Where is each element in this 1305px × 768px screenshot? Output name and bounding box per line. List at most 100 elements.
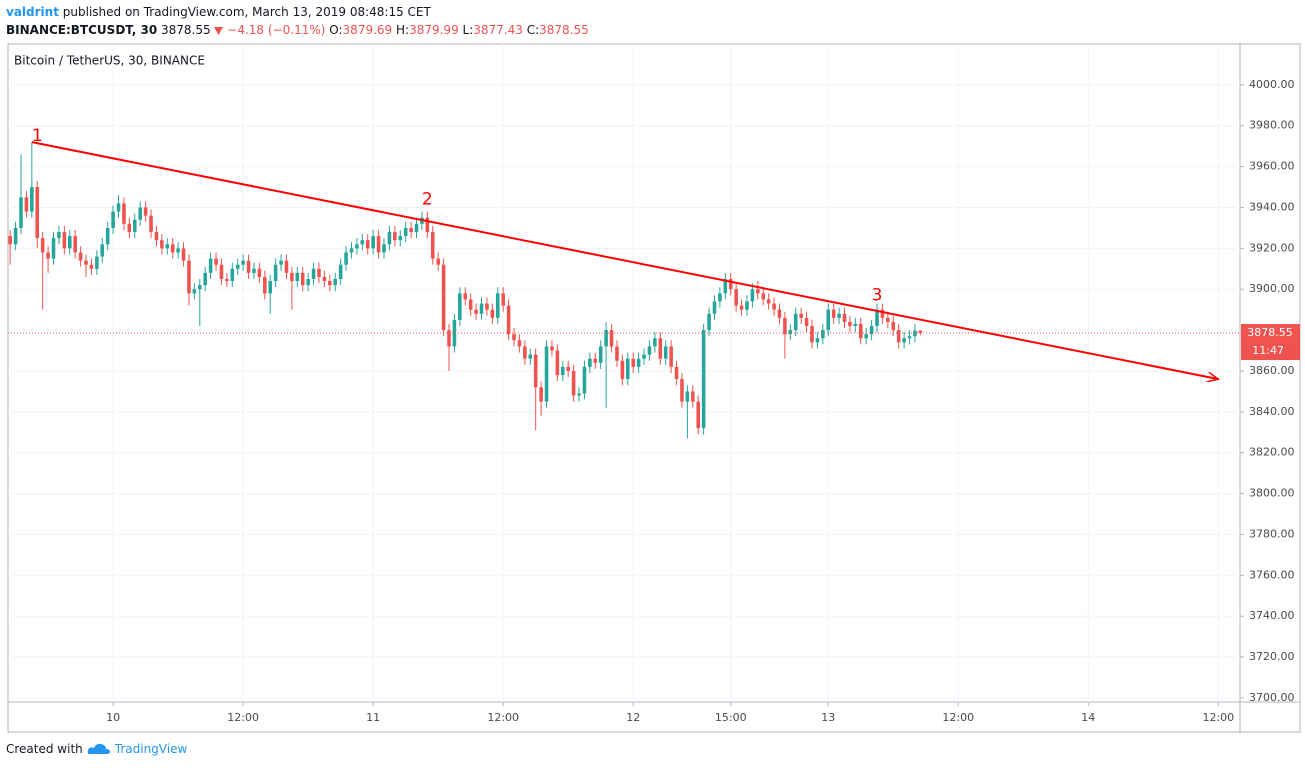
candle-body [777, 309, 782, 318]
candle-body [355, 244, 359, 249]
candle-body [609, 330, 614, 347]
ohlc-value: 3879.99 [409, 23, 459, 37]
candle-body [523, 346, 527, 359]
candle-body [425, 217, 430, 232]
candle-body [122, 203, 126, 224]
candle-body [864, 334, 868, 339]
candle-body [701, 330, 706, 429]
candle-body [382, 244, 386, 253]
candle-body [848, 321, 852, 326]
candle-body [376, 236, 381, 253]
candle-body [371, 236, 375, 249]
ohlc-value: 3877.43 [473, 23, 523, 37]
candle-body [804, 317, 809, 326]
x-tick-label: 12:00 [487, 711, 519, 724]
ohlc-value: 3878.55 [539, 23, 589, 37]
x-tick-label: 12:00 [942, 711, 974, 724]
publisher[interactable]: valdrint [6, 5, 59, 19]
y-tick-label: 3780.00 [1249, 527, 1295, 540]
candle-body [100, 244, 105, 257]
candle-body [642, 354, 646, 359]
brand[interactable]: TradingView [114, 742, 188, 756]
x-tick-label: 11 [366, 711, 380, 724]
candle-body [842, 313, 847, 322]
candle-body [333, 279, 338, 286]
candle-body [560, 366, 565, 376]
candle-body [127, 223, 132, 232]
candle-body [788, 330, 793, 335]
candle-body [322, 276, 327, 282]
y-tick-label: 3960.00 [1249, 160, 1295, 173]
ohlc-label: C: [526, 23, 540, 37]
candle-body [84, 260, 88, 265]
y-tick-label: 3980.00 [1249, 119, 1295, 132]
candle-body [658, 338, 663, 359]
candle-body [214, 258, 218, 265]
candle-body [111, 211, 115, 228]
frame [7, 43, 1301, 733]
chart-title: Bitcoin / TetherUS, 30, BINANCE [14, 54, 205, 68]
ohlc-label: O: [329, 23, 343, 37]
candle-body [13, 227, 18, 245]
change-text: −4.18 (−0.11%) [227, 23, 326, 37]
annotation: 3 [872, 285, 883, 305]
candle-body [533, 354, 538, 388]
candle-body [663, 346, 668, 359]
annotation: 2 [422, 189, 433, 209]
candle-body [636, 358, 641, 367]
candle-body [858, 323, 863, 339]
candle-body [468, 299, 473, 310]
candle-body [539, 387, 543, 402]
candle-body [750, 289, 755, 302]
candle-body [393, 232, 397, 241]
candle-body [78, 252, 83, 261]
candle-body [728, 279, 733, 290]
candle-body [19, 197, 23, 228]
candle-body [430, 232, 435, 259]
candle-body [474, 309, 478, 314]
candle-body [273, 264, 278, 282]
candle-body [756, 289, 760, 294]
candle-body [620, 360, 625, 380]
annotation: 1 [32, 126, 43, 146]
candle-body [62, 232, 67, 249]
candle-body [896, 330, 901, 343]
candle-body [582, 366, 587, 394]
candle-body [8, 236, 12, 245]
candle-body [831, 309, 836, 318]
candle-body [853, 323, 858, 326]
candle-body [479, 303, 484, 314]
plot: 1 2 3 [8, 126, 1240, 439]
candle-body [95, 256, 99, 269]
candle-body [311, 268, 316, 279]
footer: Created with TradingView [6, 742, 187, 756]
symbol: BINANCE:BTCUSDT, 30 [6, 23, 158, 37]
candle-body [409, 227, 413, 232]
candle-body [674, 366, 679, 380]
candle-body [67, 236, 72, 249]
candle-body [198, 285, 202, 290]
candle-body [555, 350, 560, 376]
y-tick-label: 3820.00 [1249, 446, 1295, 459]
candle-body [170, 244, 175, 253]
candle-body [181, 248, 186, 261]
candle-body [745, 301, 749, 310]
y-tick-label: 3760.00 [1249, 568, 1295, 581]
candle-body [463, 293, 468, 300]
candle-body [712, 301, 717, 314]
candle-body [793, 313, 798, 331]
candle-body [734, 289, 738, 306]
ohlc-value: 3879.69 [342, 23, 393, 37]
candle-body [826, 309, 831, 331]
candle-body [577, 393, 581, 396]
candle-body [588, 358, 592, 367]
candle-body [246, 260, 251, 273]
ohlc-label: H: [396, 23, 410, 37]
candle-body [344, 252, 348, 265]
candle-body [46, 252, 50, 259]
candle-body [512, 334, 516, 341]
candle-body [766, 299, 771, 304]
candle-body [143, 207, 148, 216]
x-tick-label: 14 [1081, 711, 1095, 724]
y-tick-label: 3700.00 [1249, 691, 1295, 704]
